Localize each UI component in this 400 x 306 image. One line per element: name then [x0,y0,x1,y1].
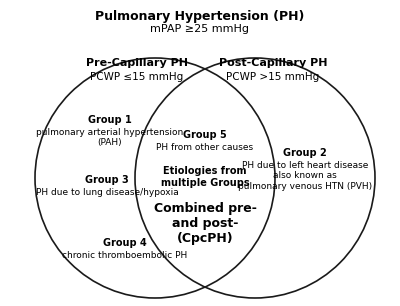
Text: Pulmonary Hypertension (PH): Pulmonary Hypertension (PH) [95,10,305,23]
Text: Group 3: Group 3 [85,175,129,185]
Text: PH due to left heart disease
also known as
pulmonary venous HTN (PVH): PH due to left heart disease also known … [238,161,372,191]
Text: Etiologies from
multiple Groups: Etiologies from multiple Groups [161,166,249,188]
Text: Group 5: Group 5 [183,130,227,140]
Text: pulmonary arterial hypertension
(PAH): pulmonary arterial hypertension (PAH) [36,128,184,147]
Text: PCWP ≤15 mmHg: PCWP ≤15 mmHg [90,72,184,82]
Text: Group 2: Group 2 [283,148,327,158]
Text: Post-Capillary PH: Post-Capillary PH [219,58,327,68]
Text: Pre-Capillary PH: Pre-Capillary PH [86,58,188,68]
Text: PH due to lung disease/hypoxia: PH due to lung disease/hypoxia [36,188,178,197]
Text: Group 1: Group 1 [88,115,132,125]
Text: Combined pre-
and post-
(CpcPH): Combined pre- and post- (CpcPH) [154,202,256,245]
Text: Group 4: Group 4 [103,238,147,248]
Text: PH from other causes: PH from other causes [156,143,254,152]
Text: mPAP ≥25 mmHg: mPAP ≥25 mmHg [150,24,250,34]
Text: PCWP >15 mmHg: PCWP >15 mmHg [226,72,320,82]
Text: chronic thromboembolic PH: chronic thromboembolic PH [62,251,188,260]
